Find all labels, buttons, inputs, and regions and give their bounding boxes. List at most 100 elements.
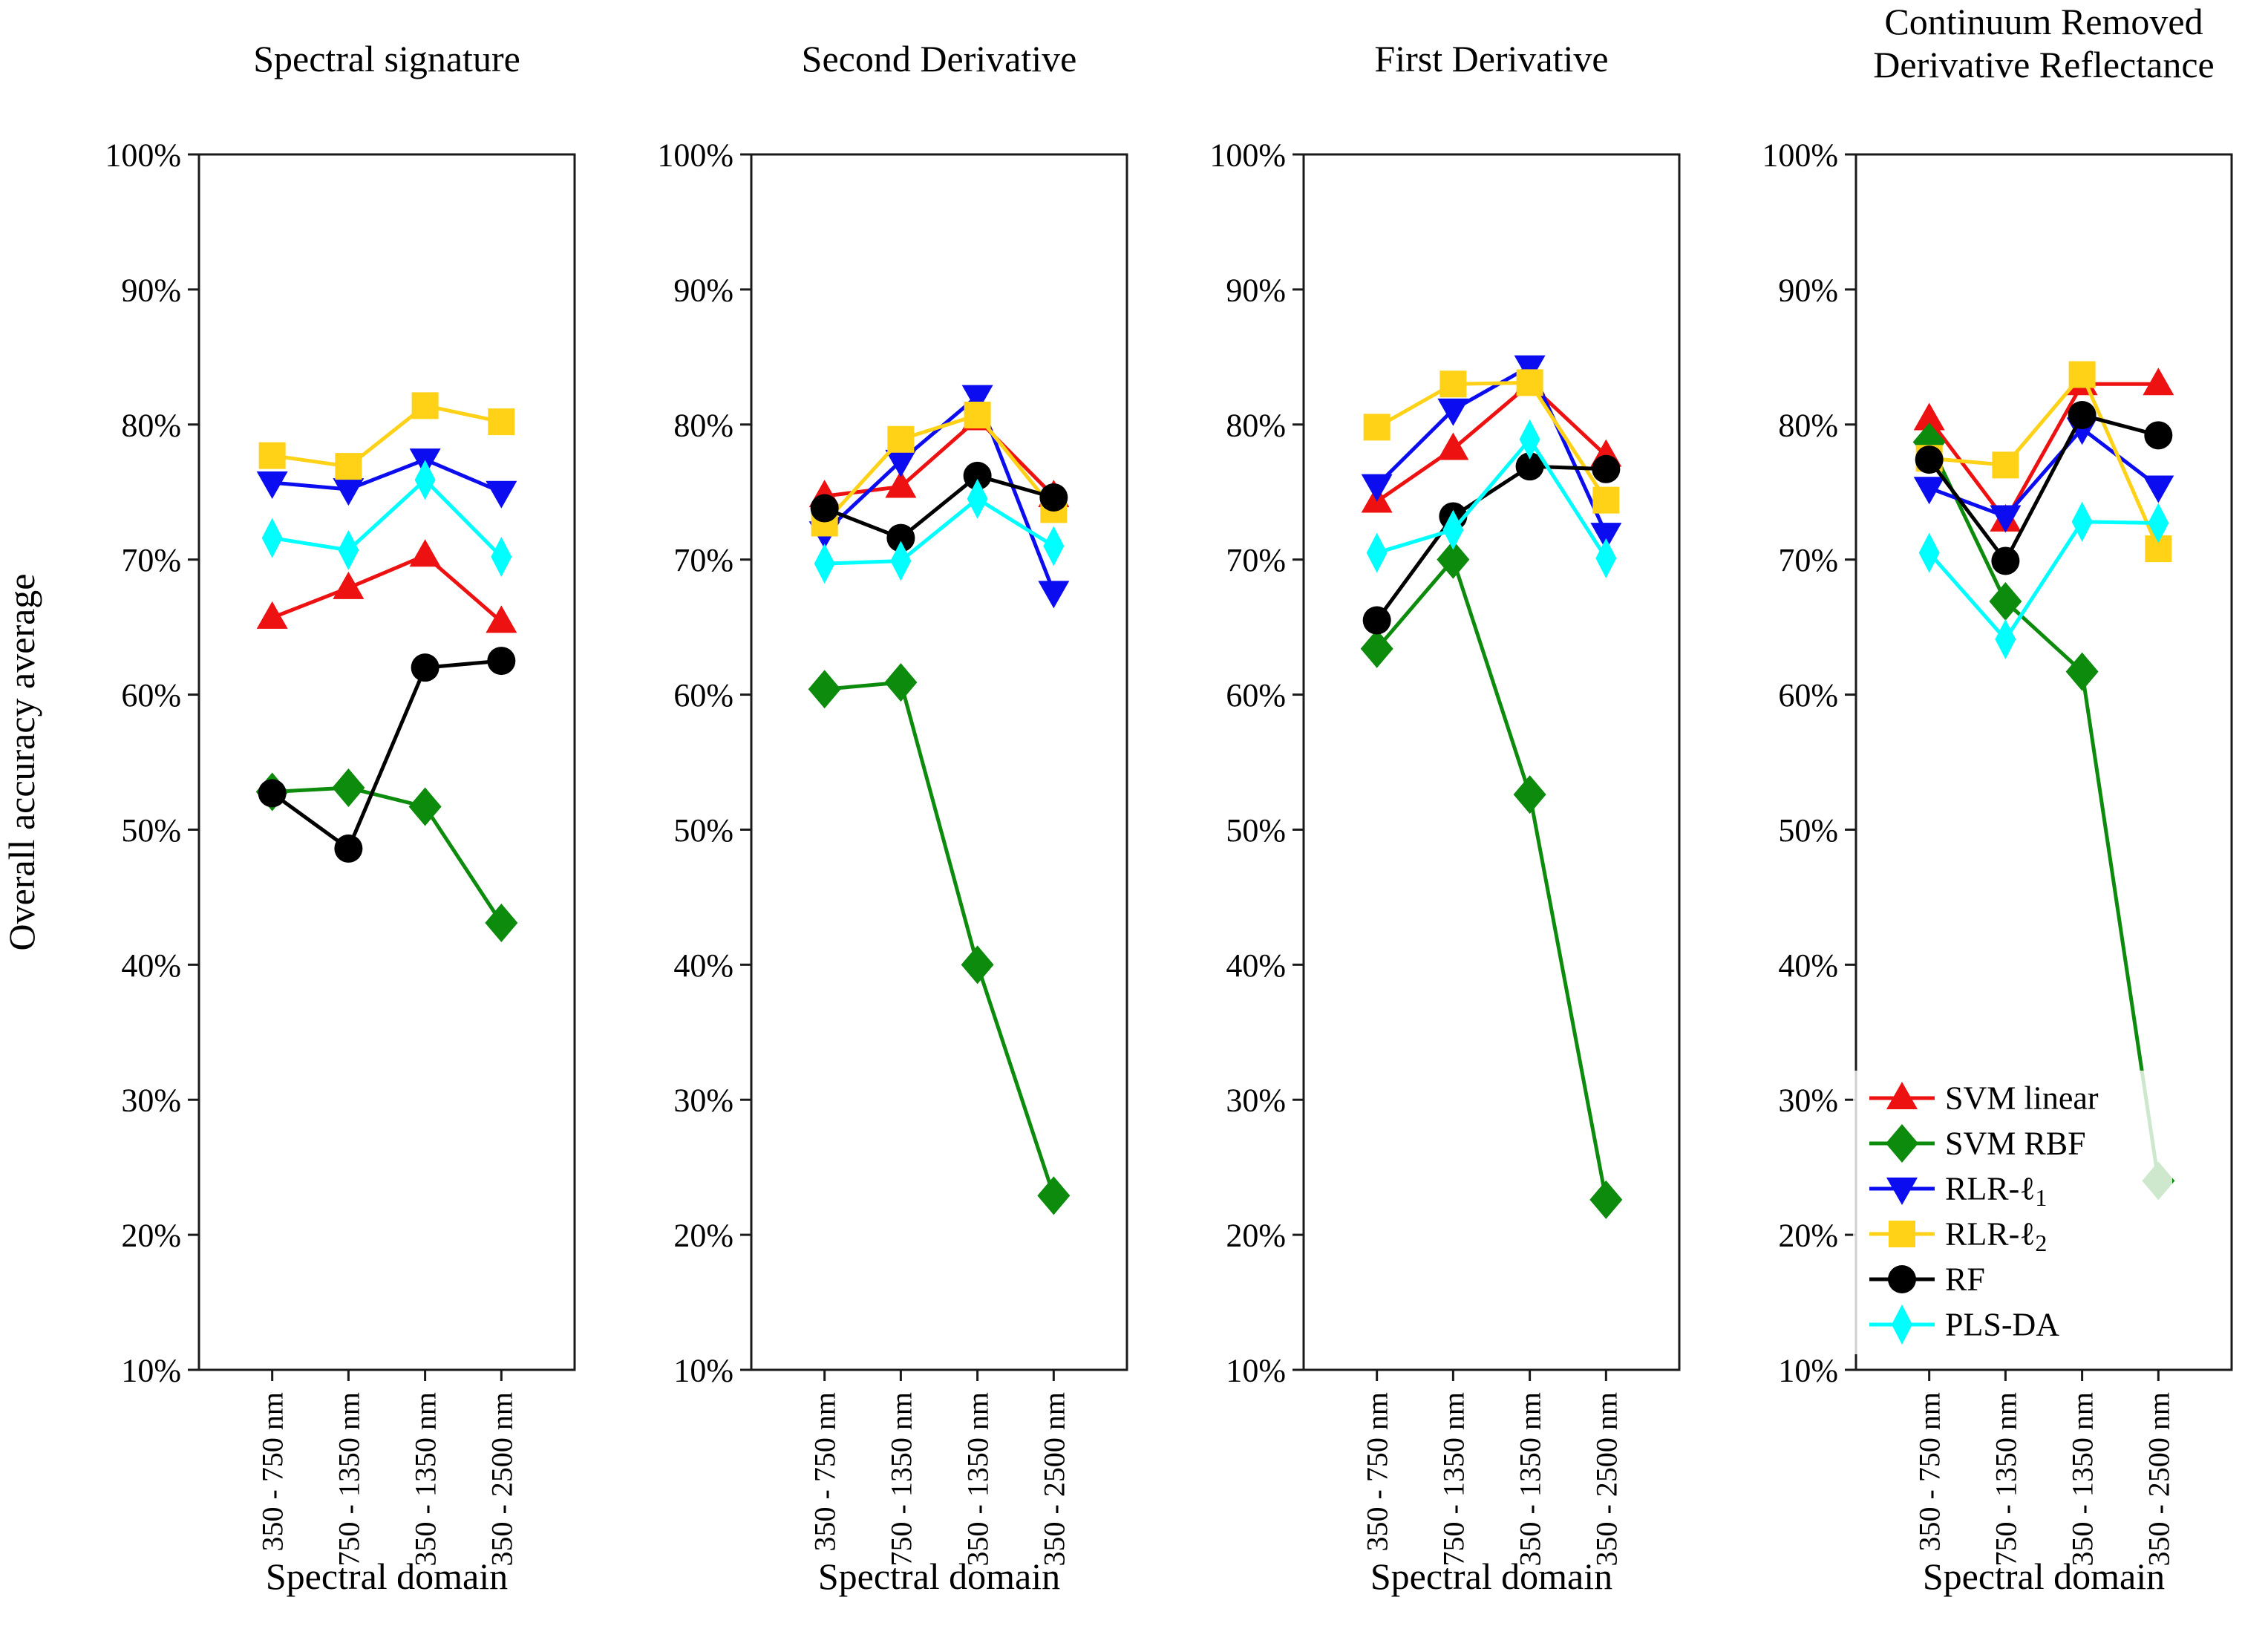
marker-square [964, 402, 991, 429]
panel-title: First Derivative [1374, 38, 1608, 79]
y-tick-label: 90% [1778, 272, 1838, 308]
x-tick-label: 750 - 1350 nm [1437, 1392, 1470, 1566]
marker-circle [1362, 606, 1391, 635]
legend-label: PLS-DA [1945, 1307, 2059, 1343]
marker-diamond [1589, 1180, 1623, 1219]
series-line [272, 403, 502, 468]
marker-square [887, 425, 915, 453]
legend-item-rlr_l2: RLR-ℓ2 [1869, 1216, 2047, 1257]
y-tick-label: 70% [1778, 542, 1838, 578]
x-axis-label: Spectral domain [1923, 1555, 2165, 1597]
y-tick-label: 70% [673, 542, 733, 578]
marker-diamond [1989, 582, 2022, 621]
y-tick-label: 80% [1226, 407, 1286, 443]
marker-triangle-down [1514, 355, 1546, 383]
legend-label: RF [1945, 1261, 1985, 1298]
y-tick-label: 60% [1226, 677, 1286, 714]
y-tick-label: 50% [121, 812, 181, 849]
marker-diamond [808, 670, 841, 709]
marker-thin-diamond [890, 541, 912, 581]
series-line [824, 496, 1055, 566]
legend-item-svm_linear: SVM linear [1869, 1080, 2099, 1117]
marker-square [2068, 361, 2096, 388]
y-tick-label: 50% [1778, 812, 1838, 849]
x-tick-label: 350 - 2500 nm [1589, 1392, 1623, 1566]
marker-diamond [1037, 1176, 1071, 1215]
x-tick-label: 350 - 1350 nm [2066, 1392, 2099, 1566]
marker-thin-diamond [1519, 419, 1540, 460]
marker-thin-diamond [814, 543, 835, 584]
legend-label: SVM RBF [1945, 1126, 2086, 1162]
plot-box [1302, 153, 1681, 1371]
y-axis-label: Overall accuracy average [1, 574, 42, 951]
series-line [272, 477, 503, 558]
marker-circle [963, 461, 992, 490]
series-line [1376, 381, 1608, 503]
marker-triangle-up [885, 470, 917, 498]
marker-triangle-up [1886, 1082, 1918, 1109]
y-tick-label: 100% [105, 137, 181, 174]
y-tick-label: 90% [1226, 272, 1286, 308]
y-tick-label: 10% [673, 1353, 733, 1389]
marker-circle [1515, 452, 1544, 481]
marker-triangle-down [1590, 523, 1622, 551]
series-pls_da [1918, 501, 2169, 659]
marker-diamond [1886, 1124, 1918, 1163]
panel-title: Derivative Reflectance [1873, 44, 2214, 85]
marker-circle [1991, 546, 2020, 575]
marker-triangle-up [333, 571, 365, 599]
legend-label: RLR-ℓ2 [1945, 1216, 2047, 1257]
y-tick-label: 30% [673, 1083, 733, 1119]
marker-triangle-down [1437, 398, 1469, 426]
series-line [1375, 555, 1608, 1201]
series-rf [810, 461, 1068, 552]
series-line [271, 553, 503, 624]
y-tick-label: 80% [673, 407, 733, 443]
series-rlr_l2 [1363, 369, 1620, 514]
marker-triangle-down [885, 449, 917, 477]
y-tick-label: 20% [1226, 1218, 1286, 1254]
marker-triangle-up [1437, 432, 1469, 460]
marker-square [488, 408, 515, 436]
y-tick-label: 70% [1226, 542, 1286, 578]
marker-triangle-down [1886, 1178, 1918, 1205]
marker-square [2145, 535, 2172, 563]
series-pls_da [261, 460, 512, 578]
marker-triangle-down [333, 478, 365, 506]
y-tick-label: 90% [673, 272, 733, 308]
x-tick-label: 350 - 1350 nm [409, 1392, 442, 1566]
panel-title: Second Derivative [802, 38, 1077, 79]
series-rf [258, 647, 516, 863]
marker-thin-diamond [414, 460, 436, 500]
marker-square [258, 442, 286, 469]
y-tick-label: 80% [121, 407, 181, 443]
marker-triangle-down [2143, 475, 2174, 503]
series-line [824, 680, 1056, 1197]
series-line [824, 417, 1056, 498]
marker-thin-diamond [1442, 509, 1464, 550]
y-tick-label: 100% [657, 137, 733, 174]
marker-thin-diamond [338, 529, 359, 570]
series-line [1927, 441, 2160, 1181]
x-axis-label: Spectral domain [1370, 1555, 1612, 1597]
series-line [271, 659, 502, 852]
marker-circle [258, 779, 287, 808]
marker-circle [886, 523, 915, 552]
x-tick-label: 350 - 750 nm [1913, 1392, 1947, 1551]
series-rf [1915, 401, 2173, 575]
marker-thin-diamond [2148, 503, 2169, 543]
marker-circle [1888, 1265, 1916, 1293]
marker-circle [1592, 454, 1621, 483]
marker-square [335, 453, 362, 480]
legend-label: RLR-ℓ1 [1945, 1171, 2047, 1212]
marker-square [1439, 370, 1467, 398]
marker-thin-diamond [1366, 532, 1388, 573]
series-line [1929, 370, 2160, 550]
legend-item-rf: RF [1869, 1261, 1985, 1298]
marker-circle [334, 834, 363, 863]
marker-square [1516, 369, 1543, 396]
series-line [823, 474, 1055, 541]
y-tick-label: 30% [1778, 1083, 1838, 1119]
y-tick-label: 60% [673, 677, 733, 714]
